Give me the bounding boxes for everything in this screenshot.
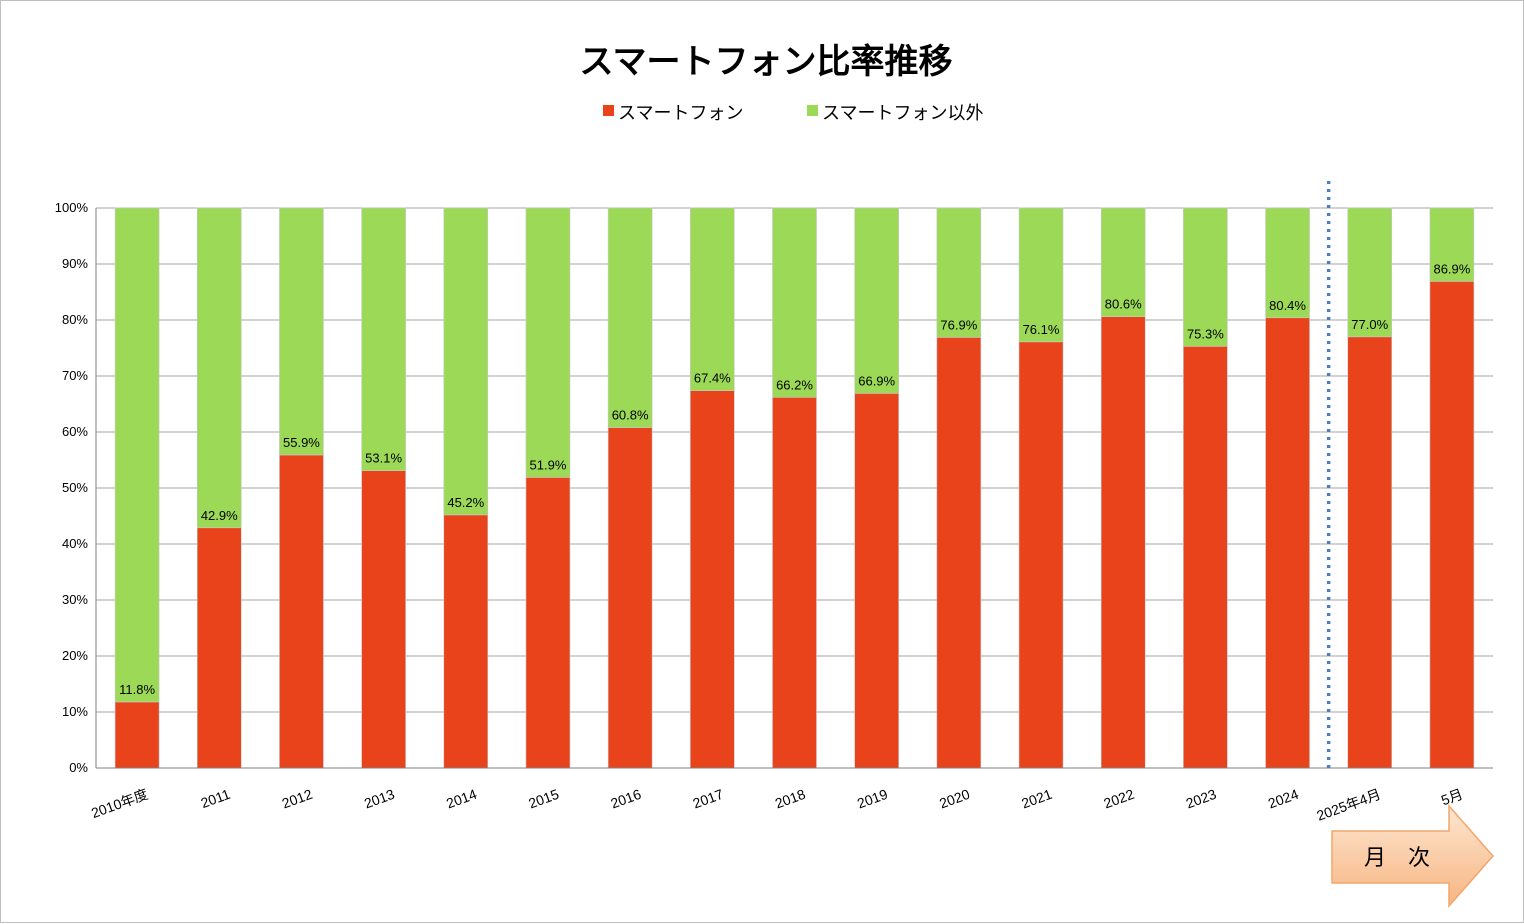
x-tick-label: 2025年4月: [1314, 786, 1382, 824]
bar-non-smartphone: [1265, 207, 1310, 319]
data-label: 80.6%: [1105, 297, 1142, 312]
bar-non-smartphone: [1347, 207, 1393, 338]
data-label: 11.8%: [119, 682, 155, 697]
bar-non-smartphone: [361, 207, 406, 471]
x-tick-label: 2010年度: [89, 786, 150, 821]
bars: [114, 207, 1475, 769]
bar-smartphone: [690, 390, 735, 769]
data-label: 66.2%: [776, 377, 813, 392]
bar-non-smartphone: [607, 207, 653, 428]
bar-non-smartphone: [114, 207, 160, 703]
x-tick-label: 5月: [1439, 786, 1465, 808]
data-label: 53.1%: [365, 451, 402, 466]
bar-smartphone: [607, 427, 653, 769]
legend-label-smartphone: スマートフォン: [618, 103, 743, 124]
x-tick-label: 2015: [526, 786, 561, 812]
bar-smartphone: [1100, 316, 1146, 769]
x-tick-label: 2021: [1019, 786, 1054, 812]
y-axis: 0% 10% 20% 30% 40% 50% 60% 70% 80% 90% 100%: [55, 200, 97, 775]
x-tick-label: 2020: [937, 786, 972, 812]
data-label: 77.0%: [1351, 317, 1388, 332]
bar-smartphone: [443, 514, 489, 769]
data-label: 42.9%: [201, 508, 238, 523]
bar-non-smartphone: [772, 207, 817, 398]
x-tick-label: 2023: [1184, 786, 1219, 812]
x-tick-label: 2011: [199, 786, 233, 811]
x-tick-label: 2018: [773, 786, 808, 812]
legend-label-non-smartphone: スマートフォン以外: [822, 103, 983, 124]
x-tick-label: 2012: [280, 786, 315, 812]
y-tick-label: 20%: [62, 648, 88, 663]
bar-smartphone: [114, 701, 160, 769]
bar-smartphone: [196, 527, 242, 769]
bar-smartphone: [525, 477, 571, 769]
bar-smartphone: [936, 337, 982, 769]
bar-non-smartphone: [1018, 207, 1064, 343]
y-tick-label: 40%: [62, 536, 88, 551]
bar-smartphone: [854, 393, 899, 769]
data-label: 55.9%: [283, 435, 320, 450]
data-label: 75.3%: [1187, 326, 1224, 341]
bar-non-smartphone: [196, 207, 242, 529]
x-tick-label: 2024: [1266, 786, 1301, 812]
bar-smartphone: [1429, 281, 1475, 769]
bar-non-smartphone: [525, 207, 571, 478]
bar-non-smartphone: [1183, 207, 1228, 347]
x-tick-label: 2019: [855, 786, 890, 812]
bar-smartphone: [1265, 317, 1310, 769]
x-tick-label: 2017: [691, 786, 726, 812]
chart-title: スマートフォン比率推移: [580, 42, 953, 82]
x-tick-label: 2016: [608, 786, 643, 812]
legend: スマートフォン スマートフォン以外: [603, 103, 983, 124]
x-tick-label: 2014: [444, 786, 479, 812]
bar-non-smartphone: [936, 207, 982, 338]
bar-smartphone: [772, 396, 817, 769]
bar-smartphone: [1347, 336, 1393, 769]
data-label: 67.4%: [694, 371, 731, 386]
y-tick-label: 90%: [62, 256, 88, 271]
data-label: 51.9%: [530, 457, 567, 472]
data-label: 76.9%: [940, 317, 977, 332]
monthly-arrow: 月 次: [1331, 804, 1494, 908]
y-tick-label: 80%: [62, 312, 88, 327]
bar-non-smartphone: [690, 207, 735, 391]
bar-smartphone: [1018, 341, 1064, 769]
bar-non-smartphone: [1100, 207, 1146, 317]
x-axis: 2010年度 2011 2012 2013 2014 2015 2016 2017 2018 20…: [89, 767, 1493, 824]
bar-smartphone: [361, 470, 406, 769]
bar-smartphone: [279, 454, 324, 769]
data-labels: 11.8% 42.9% 55.9% 53.1% 45.2% 51.9% 60.8% 67.4%…: [119, 261, 1471, 697]
y-tick-label: 70%: [62, 368, 88, 383]
x-tick-label: 2013: [362, 786, 397, 812]
bar-smartphone: [1183, 346, 1228, 769]
legend-swatch-smartphone: [603, 105, 614, 116]
y-tick-label: 100%: [55, 200, 89, 215]
bar-non-smartphone: [854, 207, 899, 394]
arrow-right-icon: [1331, 804, 1494, 908]
data-label: 86.9%: [1433, 261, 1470, 276]
data-label: 76.1%: [1023, 322, 1060, 337]
y-tick-label: 60%: [62, 424, 88, 439]
data-label: 60.8%: [612, 408, 649, 423]
y-tick-label: 0%: [69, 760, 88, 775]
bar-non-smartphone: [443, 207, 489, 516]
y-tick-label: 50%: [62, 480, 88, 495]
bar-non-smartphone: [279, 207, 324, 456]
x-tick-label: 2022: [1101, 786, 1136, 812]
bar-non-smartphone: [1429, 207, 1475, 282]
y-tick-label: 10%: [62, 704, 88, 719]
data-label: 80.4%: [1269, 298, 1306, 313]
monthly-label: 月 次: [1364, 846, 1430, 871]
y-tick-label: 30%: [62, 592, 88, 607]
data-label: 66.9%: [858, 373, 895, 388]
data-label: 45.2%: [447, 495, 484, 510]
legend-swatch-non-smartphone: [807, 105, 818, 116]
